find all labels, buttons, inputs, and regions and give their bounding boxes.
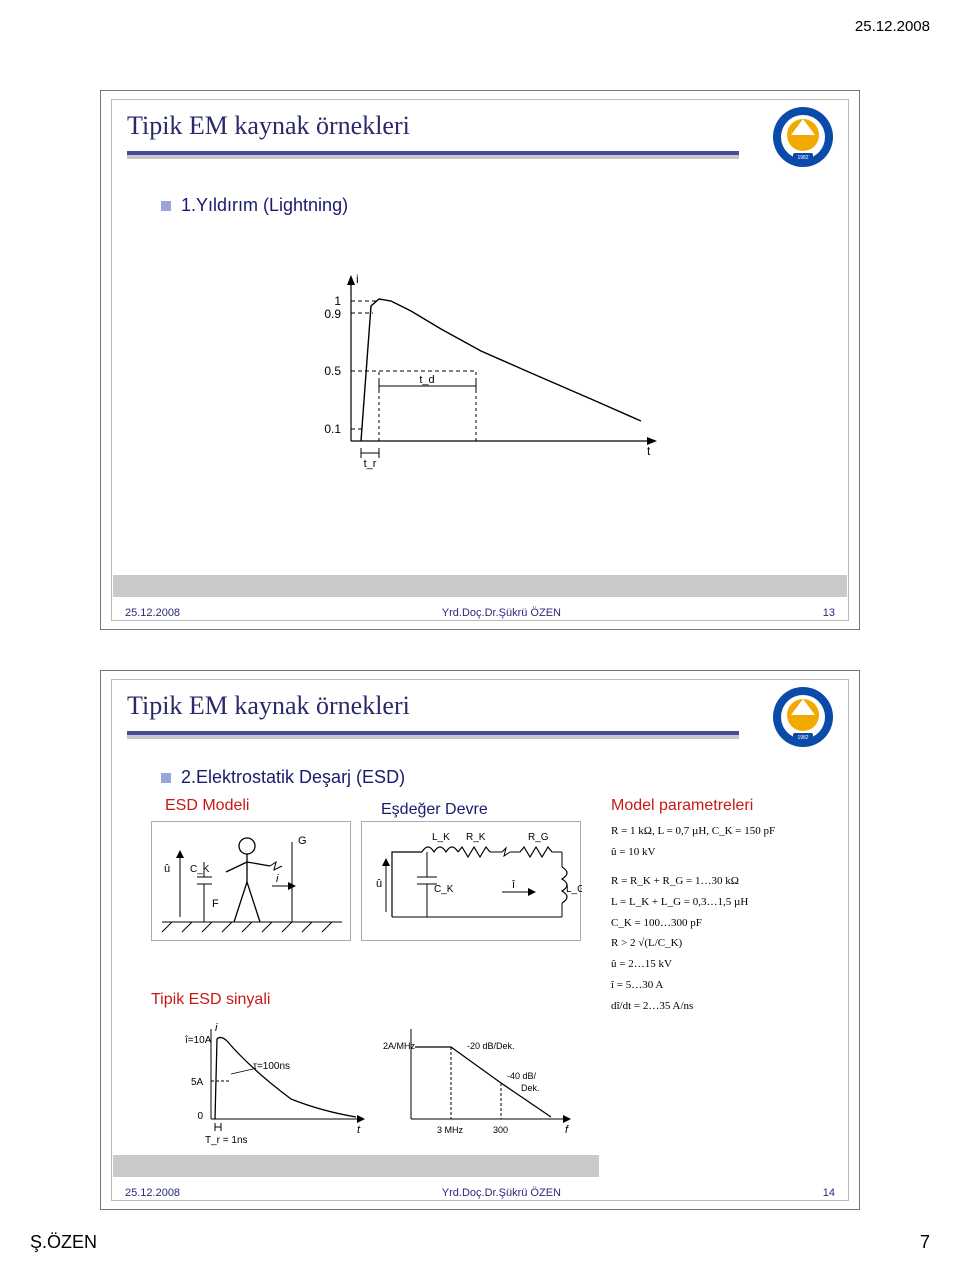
svg-text:1982: 1982: [797, 735, 808, 741]
model-parameters-list: R = 1 kΩ, L = 0,7 µH, C_K = 150 pF û = 1…: [611, 821, 841, 1017]
label-esd-signal: Tipik ESD sinyali: [151, 991, 270, 1009]
esd-signal-figure: t î=10A 5A 0 i τ=100ns T_r = 1ns: [181, 1019, 371, 1149]
svg-text:-40 dB/: -40 dB/: [507, 1071, 537, 1081]
svg-text:Dek.: Dek.: [521, 1083, 540, 1093]
page-footer-author: Ş.ÖZEN: [30, 1232, 97, 1253]
slide-2: Tipik EM kaynak örnekleri 1982 2.Elektro…: [100, 670, 860, 1210]
svg-text:0: 0: [197, 1111, 203, 1122]
svg-text:î: î: [511, 879, 516, 891]
slide2-bullet: 2.Elektrostatik Deşarj (ESD): [161, 767, 405, 788]
param-row: C_K = 100…300 pF: [611, 913, 841, 934]
slide-1: Tipik EM kaynak örnekleri 1982 1.Yıldırı…: [100, 90, 860, 630]
slide-footer: 25.12.2008 Yrd.Doç.Dr.Şükrü ÖZEN 13: [101, 607, 859, 619]
svg-text:τ=100ns: τ=100ns: [253, 1061, 290, 1072]
label-model-params: Model parametreleri: [611, 797, 753, 815]
svg-text:0.1: 0.1: [324, 422, 341, 436]
svg-text:5A: 5A: [191, 1077, 204, 1088]
slide-title: Tipik EM kaynak örnekleri: [127, 691, 739, 721]
equivalent-circuit-figure: L_K R_K R_G L_G C_K û: [361, 821, 581, 941]
svg-text:T_r = 1ns: T_r = 1ns: [205, 1135, 248, 1146]
param-row: î = 5…30 A: [611, 975, 841, 996]
slide-footer: 25.12.2008 Yrd.Doç.Dr.Şükrü ÖZEN 14: [101, 1187, 859, 1199]
svg-text:0.9: 0.9: [324, 307, 341, 321]
param-row: û = 10 kV: [611, 842, 841, 863]
param-row: R = R_K + R_G = 1…30 kΩ: [611, 871, 841, 892]
svg-text:t: t: [357, 1124, 361, 1136]
slide1-bullet-text: 1.Yıldırım (Lightning): [181, 195, 348, 216]
svg-text:2A/MHz: 2A/MHz: [383, 1041, 416, 1051]
svg-text:i: i: [276, 873, 279, 885]
slide-title: Tipik EM kaynak örnekleri: [127, 111, 739, 141]
page-header-date: 25.12.2008: [855, 18, 930, 35]
svg-text:-20 dB/Dek.: -20 dB/Dek.: [467, 1041, 515, 1051]
bullet-icon: [161, 773, 171, 783]
svg-text:f: f: [565, 1124, 569, 1136]
svg-text:R_K: R_K: [466, 832, 486, 843]
slide-title-block: Tipik EM kaynak örnekleri: [127, 111, 739, 155]
svg-text:3 MHz: 3 MHz: [437, 1125, 464, 1135]
university-logo-icon: 1982: [771, 105, 835, 169]
svg-text:û: û: [164, 863, 170, 875]
svg-text:F: F: [212, 898, 219, 910]
page-footer-number: 7: [920, 1232, 930, 1253]
svg-text:i: i: [215, 1022, 218, 1034]
svg-text:û: û: [376, 878, 382, 890]
param-row: dî/dt = 2…35 A/ns: [611, 996, 841, 1017]
svg-text:t_r: t_r: [364, 458, 377, 470]
slide-title-block: Tipik EM kaynak örnekleri: [127, 691, 739, 735]
slide-footer-pagenum: 13: [823, 607, 835, 619]
svg-text:i: i: [356, 272, 359, 286]
svg-text:L_K: L_K: [432, 832, 450, 843]
slide-gray-bar: [113, 1155, 599, 1177]
svg-text:t: t: [647, 444, 651, 458]
param-row: û = 2…15 kV: [611, 954, 841, 975]
esd-spectrum-figure: 2A/MHz f -20 dB/Dek. -40 dB/ Dek. 3 MHz …: [381, 1019, 581, 1149]
slide-footer-pagenum: 14: [823, 1187, 835, 1199]
svg-text:C_K: C_K: [190, 864, 210, 875]
svg-text:G: G: [298, 835, 307, 847]
svg-text:L_G: L_G: [566, 884, 582, 895]
svg-text:1982: 1982: [797, 155, 808, 161]
label-esd-model: ESD Modeli: [165, 797, 249, 815]
lightning-waveform-chart: 1 0.9 0.5 0.1 i t t_d t_r: [301, 271, 661, 471]
esd-human-model-figure: G û C_K F i: [151, 821, 351, 941]
slide-footer-author: Yrd.Doç.Dr.Şükrü ÖZEN: [180, 607, 823, 619]
bullet-icon: [161, 201, 171, 211]
title-underline: [127, 731, 739, 735]
svg-text:R_G: R_G: [528, 832, 549, 843]
svg-text:300: 300: [493, 1125, 508, 1135]
title-underline: [127, 151, 739, 155]
slide2-bullet-text: 2.Elektrostatik Deşarj (ESD): [181, 767, 405, 788]
param-row: R > 2 √(L/C_K): [611, 933, 841, 954]
svg-text:î=10A: î=10A: [184, 1035, 212, 1046]
university-logo-icon: 1982: [771, 685, 835, 749]
slide1-bullet: 1.Yıldırım (Lightning): [161, 195, 348, 216]
label-equiv-circuit: Eşdeğer Devre: [381, 801, 488, 819]
param-row: R = 1 kΩ, L = 0,7 µH, C_K = 150 pF: [611, 821, 841, 842]
svg-text:t_d: t_d: [419, 374, 434, 386]
svg-text:0.5: 0.5: [324, 364, 341, 378]
svg-text:C_K: C_K: [434, 884, 454, 895]
slide-footer-author: Yrd.Doç.Dr.Şükrü ÖZEN: [180, 1187, 823, 1199]
slide-footer-date: 25.12.2008: [125, 1187, 180, 1199]
slide-gray-bar: [113, 575, 847, 597]
slide-footer-date: 25.12.2008: [125, 607, 180, 619]
svg-text:1: 1: [334, 294, 341, 308]
param-row: L = L_K + L_G = 0,3…1,5 µH: [611, 892, 841, 913]
